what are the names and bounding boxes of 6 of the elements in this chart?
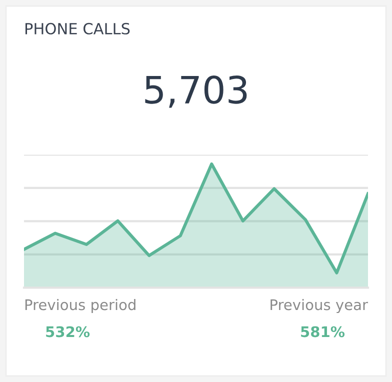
text: Previous year [270,298,368,314]
text: 532% [46,326,90,338]
text: 581% [301,326,345,338]
text: Previous period [25,298,136,314]
chart-title: PHONE CALLS [26,22,130,34]
chart-subtitle: 5,703 [145,76,247,108]
